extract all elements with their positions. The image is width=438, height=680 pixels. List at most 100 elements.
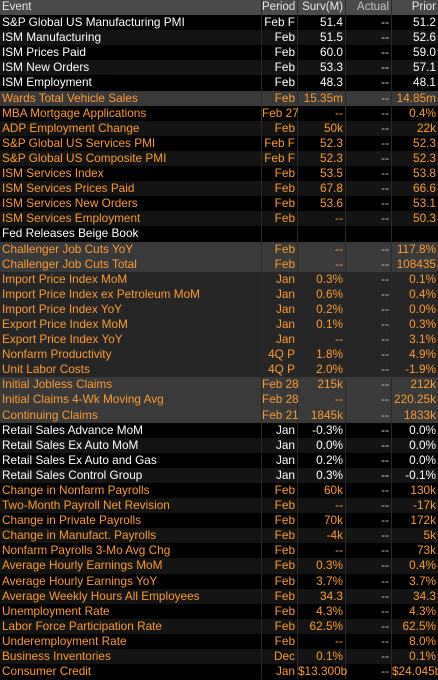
table-row[interactable]: Initial Jobless Claims Feb 28 215k -- 212k (0, 377, 438, 393)
table-row[interactable]: Retail Sales Ex Auto MoM Jan 0.0% -- 0.0% (0, 437, 438, 453)
period-cell: Feb (262, 181, 298, 197)
table-row[interactable]: Average Hourly Earnings YoY Feb 3.7% -- 3.7% (0, 573, 438, 589)
table-row[interactable]: ISM New Orders Feb 53.3 -- 57.1 (0, 60, 438, 76)
table-row[interactable]: Underemployment Rate Feb -- -- 8.0% (0, 633, 438, 650)
event-cell: ISM Services Prices Paid (0, 181, 262, 197)
period-cell: Jan (262, 467, 298, 483)
table-row[interactable]: Average Weekly Hours All Employees Feb 34.… (0, 588, 438, 604)
table-row[interactable]: Labor Force Participation Rate Feb 62.5% --… (0, 618, 438, 634)
table-row[interactable]: Business Inventories Dec 0.1% -- 0.1% (0, 649, 438, 665)
table-row[interactable]: Retail Sales Ex Auto and Gas Jan 0.2% -- 0.0… (0, 452, 438, 468)
period-cell: Feb 21 (262, 407, 299, 423)
column-header-prior[interactable]: Prior (411, 1, 436, 13)
event-cell: Fed Releases Beige Book (0, 226, 262, 242)
event-cell: ISM Prices Paid (0, 45, 262, 61)
period-cell: Feb (262, 120, 298, 136)
prior-cell: 22k (416, 120, 436, 135)
table-row[interactable]: MBA Mortgage Applications Feb 27 -- -- 0.4% (0, 105, 438, 121)
table-row[interactable]: Consumer Credit Jan $13.300b -- $24.045b (0, 664, 438, 680)
actual-cell: -- (346, 241, 392, 257)
survey-cell: 52.3 (298, 150, 346, 167)
table-row[interactable]: Change in Nonfarm Payrolls Feb 60k -- 130k (0, 483, 438, 499)
column-header-survey[interactable]: Surv(M) (298, 0, 346, 16)
column-header-actual[interactable]: Actual (346, 0, 392, 16)
period-cell: Feb (262, 573, 298, 589)
actual-cell: -- (346, 618, 392, 634)
table-row[interactable]: Import Price Index YoY Jan 0.2% -- 0.0% (0, 301, 438, 317)
prior-cell: 52.3 (413, 150, 436, 165)
period-cell: Feb (262, 528, 298, 544)
actual-cell: -- (346, 90, 392, 106)
actual-cell: -- (346, 301, 392, 317)
table-row[interactable]: Change in Manufact. Payrolls Feb -4k -- 5k (0, 528, 438, 544)
table-row[interactable]: Nonfarm Payrolls 3-Mo Avg Chg Feb -- -- 73k (0, 543, 438, 559)
actual-cell: -- (346, 60, 392, 76)
table-row[interactable]: S&P Global US Services PMI Feb F 52.3 -- 52.… (0, 135, 438, 151)
event-cell: Change in Private Payrolls (0, 513, 262, 529)
event-cell: Import Price Index MoM (0, 271, 262, 287)
actual-cell: -- (346, 407, 392, 423)
period-cell: Jan (262, 316, 298, 333)
table-row[interactable]: ISM Services Prices Paid Feb 67.8 -- 66.6 (0, 181, 438, 197)
table-row[interactable]: ISM Manufacturing Feb 51.5 -- 52.6 (0, 30, 438, 46)
table-row[interactable]: Export Price Index MoM Jan 0.1% -- 0.3% (0, 316, 438, 333)
table-row[interactable]: S&P Global US Composite PMI Feb F 52.3 -- 52… (0, 150, 438, 167)
table-row[interactable]: ISM Employment Feb 48.3 -- 48.1 (0, 75, 438, 91)
column-header-event[interactable]: Event (0, 0, 262, 16)
table-row[interactable]: Unemployment Rate Feb 4.3% -- 4.3% (0, 603, 438, 619)
table-row[interactable]: ADP Employment Change Feb 50k -- 22k (0, 120, 438, 136)
table-row[interactable]: Export Price Index YoY Jan -- -- 3.1% (0, 332, 438, 348)
table-row[interactable]: Wards Total Vehicle Sales Feb 15.35m -- 14.8… (0, 90, 438, 106)
table-row[interactable]: Retail Sales Control Group Jan 0.3% -- -0.1% (0, 467, 438, 483)
table-row[interactable]: ISM Services Index Feb 53.5 -- 53.8 (0, 166, 438, 182)
table-row[interactable]: Challenger Job Cuts YoY Feb -- -- 117.8% (0, 241, 438, 257)
table-row[interactable]: Challenger Job Cuts Total Feb -- -- 108435 (0, 256, 438, 272)
survey-cell: -- (298, 241, 346, 257)
survey-cell: 60.0 (298, 45, 346, 61)
event-cell: Unit Labor Costs (0, 362, 262, 378)
event-cell: Retail Sales Ex Auto MoM (0, 437, 262, 453)
prior-cell: 53.1 (413, 196, 436, 211)
table-row[interactable]: Import Price Index MoM Jan 0.3% -- 0.1% (0, 271, 438, 287)
actual-cell: -- (346, 332, 392, 348)
prior-cell: 0.4% (409, 286, 436, 301)
survey-cell: -4k (298, 528, 346, 544)
table-row[interactable]: Retail Sales Advance MoM Jan -0.3% -- 0.0% (0, 422, 438, 438)
column-header-period[interactable]: Period (262, 0, 298, 16)
actual-cell: -- (346, 528, 392, 544)
table-row[interactable]: ISM Prices Paid Feb 60.0 -- 59.0 (0, 45, 438, 61)
table-row[interactable]: Unit Labor Costs 4Q P 2.0% -- -1.9% (0, 362, 438, 378)
event-cell: Wards Total Vehicle Sales (0, 90, 262, 106)
survey-cell: -- (298, 498, 346, 514)
event-cell: ISM Services Employment (0, 211, 262, 227)
period-cell: Feb (262, 75, 298, 91)
event-cell: Nonfarm Productivity (0, 347, 262, 363)
table-row[interactable]: Fed Releases Beige Book (0, 226, 438, 242)
table-row[interactable]: Two-Month Payroll Net Revision Feb -- -- -17… (0, 498, 438, 514)
table-row[interactable]: Import Price Index ex Petroleum MoM Jan 0.… (0, 286, 438, 302)
prior-cell: -1.9% (405, 362, 436, 377)
event-cell: Retail Sales Advance MoM (0, 422, 262, 438)
event-cell: S&P Global US Services PMI (0, 135, 262, 151)
survey-cell: $13.300b (298, 664, 348, 680)
event-cell: Challenger Job Cuts Total (0, 256, 262, 272)
actual-cell: -- (346, 452, 392, 468)
actual-cell: -- (346, 633, 392, 650)
table-row[interactable]: Nonfarm Productivity 4Q P 1.8% -- 4.9% (0, 347, 438, 363)
actual-cell: -- (346, 588, 392, 604)
prior-cell: 52.3 (413, 135, 436, 150)
table-row[interactable]: Initial Claims 4-Wk Moving Avg Feb 28 -- --… (0, 392, 438, 408)
period-cell: Feb (262, 618, 298, 634)
table-row[interactable]: Change in Private Payrolls Feb 70k -- 172k (0, 513, 438, 529)
event-cell: Continuing Claims (0, 407, 262, 423)
survey-cell: 51.5 (298, 30, 346, 46)
survey-cell: 34.3 (298, 588, 346, 604)
table-row[interactable]: Continuing Claims Feb 21 1845k -- 1833k (0, 407, 438, 423)
actual-cell: -- (346, 256, 392, 272)
actual-cell: -- (346, 75, 392, 91)
table-row[interactable]: ISM Services Employment Feb -- -- 50.3 (0, 211, 438, 227)
table-row[interactable]: S&P Global US Manufacturing PMI Feb F 51.4… (0, 15, 438, 31)
table-row[interactable]: Average Hourly Earnings MoM Feb 0.3% -- 0.4% (0, 558, 438, 574)
table-row[interactable]: ISM Services New Orders Feb 53.6 -- 53.1 (0, 196, 438, 212)
